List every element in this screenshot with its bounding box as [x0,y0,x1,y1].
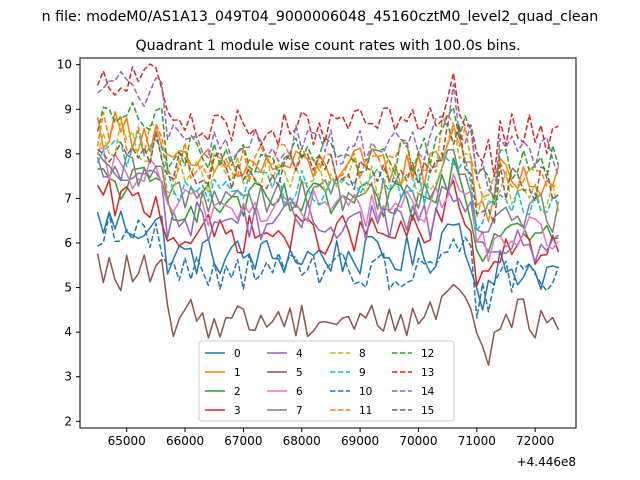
legend-label: 6 [296,386,303,398]
series-line-3 [96,179,560,287]
x-tick-label: 69000 [341,434,379,448]
legend-label: 2 [234,386,241,398]
series-line-10 [97,213,560,319]
legend-box [198,340,455,422]
x-tick-label: 68000 [283,434,321,448]
series-line-11 [96,111,559,198]
x-tick-label: 72000 [516,434,554,448]
legend-label: 11 [359,405,372,417]
legend-label: 9 [359,367,366,379]
series-line-6 [97,147,560,263]
y-tick-label: 9 [64,102,72,116]
legend-label: 4 [296,348,303,360]
legend-label: 8 [359,348,366,360]
plot-frame [79,57,577,429]
x-tick-label: 66000 [166,434,204,448]
series-line-15 [97,123,559,225]
legend-label: 0 [234,348,241,360]
x-offset-label: +4.446e8 [517,455,576,469]
y-tick-label: 2 [64,414,72,428]
x-tick-label: 70000 [399,434,437,448]
series-line-12 [96,101,560,206]
series-line-1 [96,111,560,223]
figure-suptitle: n file: modeM0/AS1A13_049T04_9000006048_… [42,9,599,25]
y-tick-label: 10 [57,58,72,72]
y-tick-label: 5 [64,281,72,295]
x-tick-label: 65000 [108,434,146,448]
x-tick-label: 67000 [224,434,262,448]
y-tick-label: 4 [64,325,72,339]
legend-label: 12 [421,348,434,360]
legend-label: 1 [234,367,241,379]
y-tick-label: 7 [64,191,72,205]
legend-label: 13 [421,367,434,379]
legend-label: 15 [421,405,434,417]
x-tick-label: 71000 [458,434,496,448]
series-line-14 [97,70,560,197]
x-axis: 65000 66000 67000 68000 69000 70000 71000 72000 [108,428,554,448]
legend-label: 5 [296,367,303,379]
series-line-2 [97,157,559,263]
series-line-4 [96,156,559,263]
y-tick-label: 8 [64,147,72,161]
chart-title: Quadrant 1 module wise count rates with … [135,38,520,54]
y-axis: 2 3 4 5 6 7 8 9 10 [57,58,80,428]
legend-label: 14 [421,386,435,398]
y-tick-label: 3 [64,370,72,384]
series-line-13 [96,63,559,178]
legend-label: 7 [296,405,303,417]
series-line-9 [96,130,560,232]
series-line-8 [96,119,560,219]
legend-label: 3 [234,405,241,417]
plot-lines [96,63,560,367]
series-line-5 [96,253,560,367]
legend-label: 10 [359,386,372,398]
y-tick-label: 6 [64,236,72,250]
